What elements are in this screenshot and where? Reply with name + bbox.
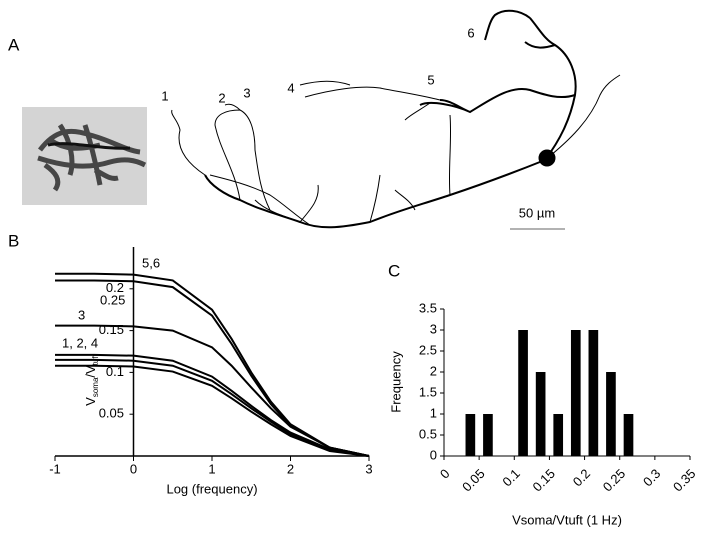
- cell-label: 6: [467, 25, 474, 40]
- y-tick-label: 2.5: [419, 342, 437, 357]
- y-tick-label: 0.05: [99, 406, 124, 421]
- y-tick-label: 3.5: [419, 300, 437, 315]
- annotation: 3: [78, 307, 85, 322]
- panel-label: B: [8, 231, 19, 250]
- photo-inset: [22, 107, 147, 205]
- scale-label: 50 µm: [519, 205, 555, 220]
- x-tick-label: 0.35: [670, 466, 699, 495]
- x-axis-label: Log (frequency): [166, 481, 257, 496]
- cell-label: 5: [427, 72, 434, 87]
- x-tick-label: 0: [130, 461, 137, 476]
- bar: [518, 330, 528, 456]
- x-tick-label: 0.15: [529, 466, 558, 495]
- cell-label: 2: [218, 90, 225, 105]
- bar: [553, 414, 564, 456]
- x-tick-label: 1: [208, 461, 215, 476]
- x-tick-label: 3: [365, 461, 372, 476]
- cell-label: 1: [161, 88, 168, 103]
- annotation: 0.25: [100, 292, 125, 307]
- y-axis-label-part: V: [83, 397, 98, 406]
- y-axis-label-part: soma: [91, 377, 100, 397]
- y-axis-label-part: /V: [83, 365, 98, 378]
- y-tick-label: 2: [430, 363, 437, 378]
- bar: [535, 372, 546, 456]
- y-tick-label: 1.5: [419, 384, 437, 399]
- cell-label: 3: [243, 85, 250, 100]
- curve: [55, 364, 370, 457]
- panel-label: A: [8, 35, 20, 54]
- y-axis-label: Frequency: [388, 351, 403, 413]
- y-tick-label: 0.2: [106, 280, 124, 295]
- x-tick-label: -1: [49, 461, 61, 476]
- y-tick-label: 0.1: [106, 364, 124, 379]
- x-tick-label: 0.2: [570, 466, 593, 489]
- neuron-tracing: [171, 9, 621, 229]
- bar: [483, 414, 493, 456]
- annotation: 1, 2, 4: [62, 335, 98, 350]
- bar: [623, 414, 634, 456]
- x-tick-label: 0.05: [459, 466, 488, 495]
- x-tick-label: 0.3: [640, 466, 663, 489]
- x-axis-label: Vsoma/Vtuft (1 Hz): [512, 512, 622, 527]
- x-tick-label: 2: [287, 461, 294, 476]
- y-tick-label: 0.5: [419, 426, 437, 441]
- bar: [588, 330, 599, 456]
- curve: [55, 358, 370, 457]
- y-tick-label: 0: [430, 447, 437, 462]
- bar: [465, 414, 476, 456]
- curve: [55, 353, 370, 457]
- x-tick-label: 0: [437, 466, 453, 482]
- x-tick-label: 0.1: [499, 466, 522, 489]
- y-tick-label: 3: [430, 321, 437, 336]
- x-tick-label: 0.25: [600, 466, 629, 495]
- y-axis-label: Vsoma/Vtuft: [83, 353, 100, 405]
- y-axis-label-part: tuft: [91, 353, 100, 365]
- panel-label: C: [388, 261, 400, 280]
- bar: [606, 372, 616, 456]
- y-tick-label: 1: [430, 405, 437, 420]
- cell-label: 4: [287, 80, 294, 95]
- bar: [570, 330, 581, 456]
- annotation: 5,6: [142, 255, 160, 270]
- y-tick-label: 0.15: [99, 322, 124, 337]
- curve: [55, 324, 370, 457]
